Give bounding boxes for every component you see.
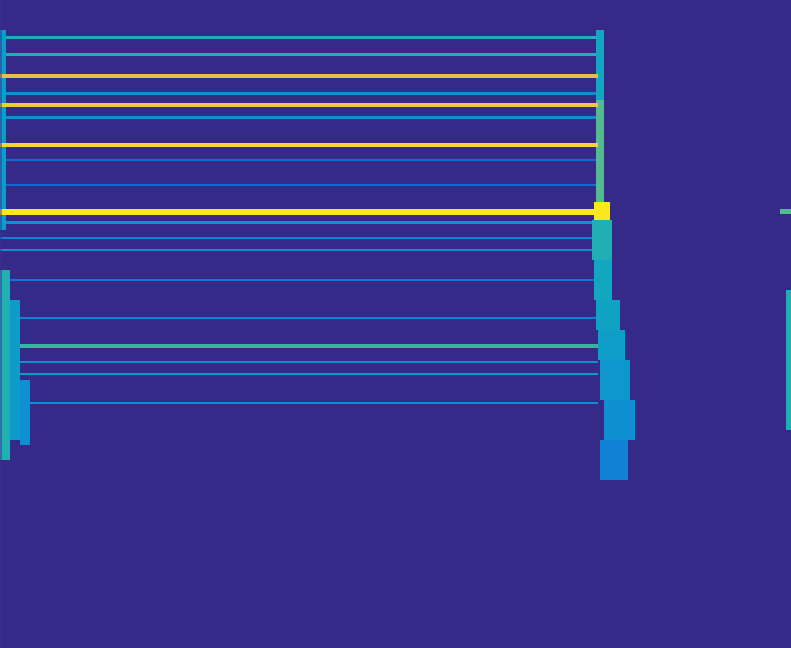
heatmap-cell — [0, 184, 598, 186]
heatmap-cell — [0, 344, 598, 348]
y-axis — [1, 1, 2, 648]
heatmap-cell — [0, 279, 598, 281]
heatmap-cell — [20, 380, 30, 445]
heatmap-cell — [0, 361, 598, 363]
heatmap-cell — [598, 330, 625, 360]
heatmap-cell — [596, 300, 620, 330]
heatmap-cell — [0, 53, 598, 56]
heatmap-cell — [600, 360, 630, 400]
heatmap-cell — [0, 74, 598, 78]
heatmap-cell — [596, 100, 604, 205]
heatmap-cell — [0, 317, 598, 319]
cells — [0, 30, 791, 480]
heatmap-cell — [594, 202, 610, 220]
heatmap-cell — [10, 300, 20, 440]
plot-background — [0, 0, 791, 648]
heatmap-cell — [600, 440, 628, 480]
heatmap-cell — [594, 260, 612, 300]
heatmap-cell — [0, 143, 598, 147]
heatmap-cell — [0, 116, 598, 119]
heatmap-cell — [0, 402, 598, 404]
heatmap-cell — [0, 36, 598, 39]
heatmap-cell — [0, 209, 598, 215]
heatmap-cell — [0, 249, 598, 251]
heatmap-cell — [786, 290, 791, 430]
heatmap-cell — [0, 92, 598, 95]
heatmap-cell — [592, 220, 612, 260]
heatmap-cell — [604, 400, 635, 440]
heatmap-cell — [0, 221, 598, 224]
heatmap-cell — [0, 237, 598, 239]
heatmap-cell — [0, 103, 598, 107]
axis-line — [1, 1, 2, 648]
heatmap-cell — [0, 159, 598, 161]
heatmap-cell — [596, 30, 604, 100]
chart — [0, 0, 791, 648]
heatmap-cell — [780, 209, 791, 214]
heatmap-cell — [0, 373, 598, 375]
